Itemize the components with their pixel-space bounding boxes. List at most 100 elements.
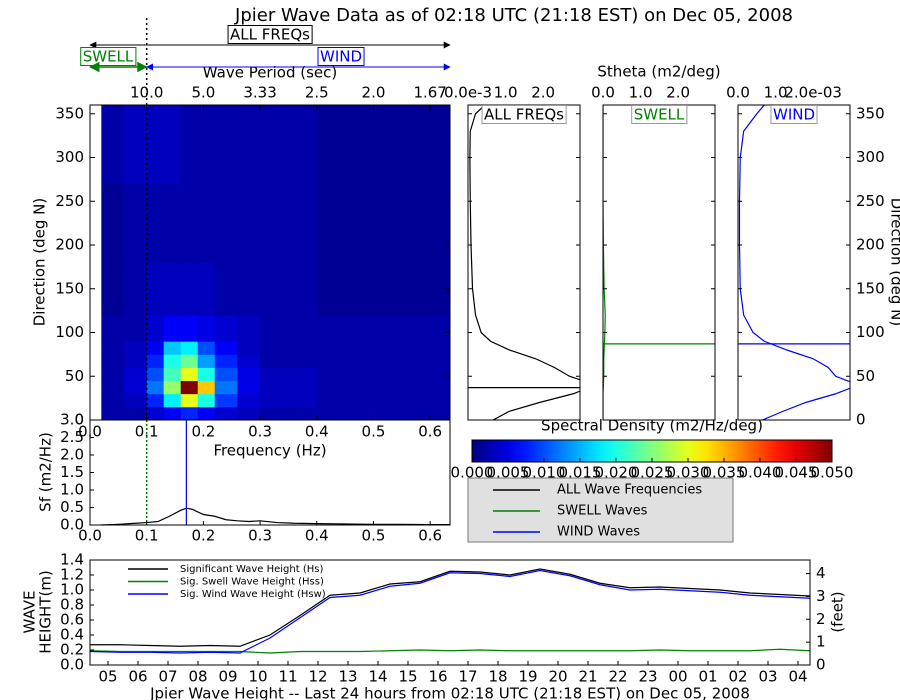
x-tick-label: 0.6 [418, 423, 442, 441]
heatmap-cell [101, 380, 125, 395]
heatmap-cell [237, 183, 261, 263]
colorbar-tick-label: 0.025 [631, 464, 674, 482]
x-tick-label: 2.0e-03 [784, 84, 842, 102]
y-tick-label: 1.0 [60, 481, 84, 499]
x-axis-title: Frequency (Hz) [213, 442, 326, 460]
heatmap-cell [146, 354, 165, 368]
x-tick-label: 1.0 [629, 84, 653, 102]
x-tick-label: 2.0 [531, 84, 555, 102]
x-tick-label: 09 [218, 668, 237, 686]
heatmap-cell [197, 354, 216, 368]
heatmap-cell [214, 406, 238, 421]
heatmap-cell [214, 315, 238, 342]
y-tick-label: 0.4 [60, 626, 84, 644]
heatmap-cell [146, 315, 165, 342]
heatmap-cell [124, 367, 148, 382]
heatmap-cell [180, 406, 199, 421]
heatmap-cell [180, 341, 199, 355]
heatmap-cell [124, 341, 148, 355]
x-axis-title: Jpier Wave Height -- Last 24 hours from … [149, 685, 750, 700]
legend-label: ALL Wave Frequencies [557, 483, 702, 498]
series-line [89, 569, 811, 654]
y-tick-label: 350 [856, 104, 885, 122]
x-tick-label: 1.0 [764, 84, 788, 102]
heatmap-cell [214, 367, 238, 382]
heatmap-cell [163, 354, 182, 368]
y-tick-label: 2.5 [60, 428, 84, 446]
heatmap-cell [163, 380, 182, 395]
heatmap-cell [146, 341, 165, 355]
heatmap-cell [316, 393, 451, 408]
heatmap-cell [260, 315, 318, 342]
top-x-tick-label: 5.0 [191, 84, 215, 102]
heatmap-cell [316, 367, 451, 382]
x-tick-label: 0.3 [248, 527, 272, 545]
heatmap-cell [180, 183, 199, 263]
x-tick-label: 06 [128, 668, 147, 686]
panel-background [738, 105, 850, 420]
heatmap-cell [237, 406, 261, 421]
figure-title: Jpier Wave Data as of 02:18 UTC (21:18 E… [234, 5, 793, 26]
y-axis-title: Sf (m2/Hz) [37, 432, 55, 512]
y2-tick-label: 4 [816, 564, 826, 582]
y-tick-label: 1.5 [60, 463, 84, 481]
heatmap-cell [146, 393, 165, 408]
heatmap-cell [260, 367, 318, 382]
y-tick-label: 200 [856, 236, 885, 254]
y-tick-label: 300 [55, 148, 84, 166]
x-tick-label: 07 [158, 668, 177, 686]
heatmap-cell [163, 341, 182, 355]
colorbar-tick-label: 0.040 [739, 464, 782, 482]
heatmap-cell [260, 341, 318, 355]
heatmap-cell [197, 183, 216, 263]
y-tick-label: 0.2 [60, 641, 84, 659]
x-tick-label: 0.5 [362, 527, 386, 545]
y-tick-label: 1.4 [60, 551, 84, 569]
heatmap-cell [260, 183, 318, 263]
heatmap-cell [316, 380, 451, 395]
heatmap-cell [101, 354, 125, 368]
top-x-tick-label: 3.33 [243, 84, 276, 102]
heatmap-cell [260, 393, 318, 408]
heatmap-cell [316, 406, 451, 421]
x-tick-label: 0.4 [305, 527, 329, 545]
panel-title: SWELL [634, 106, 685, 124]
heatmap-cell [237, 380, 261, 395]
legend-label: Sig. Wind Wave Height (Hsw) [180, 589, 326, 600]
x-tick-label: 02 [728, 668, 747, 686]
heatmap-cell [260, 380, 318, 395]
heatmap-cell [316, 262, 451, 316]
heatmap-cell [237, 262, 261, 316]
heatmap-cell [124, 105, 148, 185]
heatmap-cell [316, 341, 451, 355]
label-box [481, 105, 567, 124]
y-tick-label: 50 [65, 367, 84, 385]
x-tick-label: 17 [458, 668, 477, 686]
x-tick-label: 0.1 [135, 527, 159, 545]
heatmap-cell [316, 105, 451, 185]
y-tick-label: 100 [55, 323, 84, 341]
y-tick-label: 200 [55, 236, 84, 254]
top-x-tick-label: 1.67 [413, 84, 446, 102]
heatmap-cell [197, 406, 216, 421]
y-tick-label: 3.0 [60, 411, 84, 429]
panel-background [468, 105, 580, 420]
x-axis-title: Stheta (m2/deg) [597, 63, 720, 81]
y-axis-title: Direction (deg N) [31, 198, 49, 327]
heatmap-cell [214, 341, 238, 355]
y-axis-title: WAVE [21, 590, 39, 633]
heatmap-cell [237, 341, 261, 355]
heatmap-cell [260, 105, 318, 185]
x-tick-label: 0.2 [191, 423, 215, 441]
series-line [90, 568, 811, 647]
label-box [631, 105, 688, 124]
heatmap-cell [101, 406, 125, 421]
y2-tick-label: 2 [816, 610, 826, 628]
heatmap-cell [197, 367, 216, 382]
x-tick-label: 0.5 [362, 423, 386, 441]
x-tick-label: 0.1 [135, 423, 159, 441]
y-tick-label: 350 [55, 104, 84, 122]
y-tick-label: 0.0 [60, 516, 84, 534]
heatmap-cell [180, 262, 199, 316]
